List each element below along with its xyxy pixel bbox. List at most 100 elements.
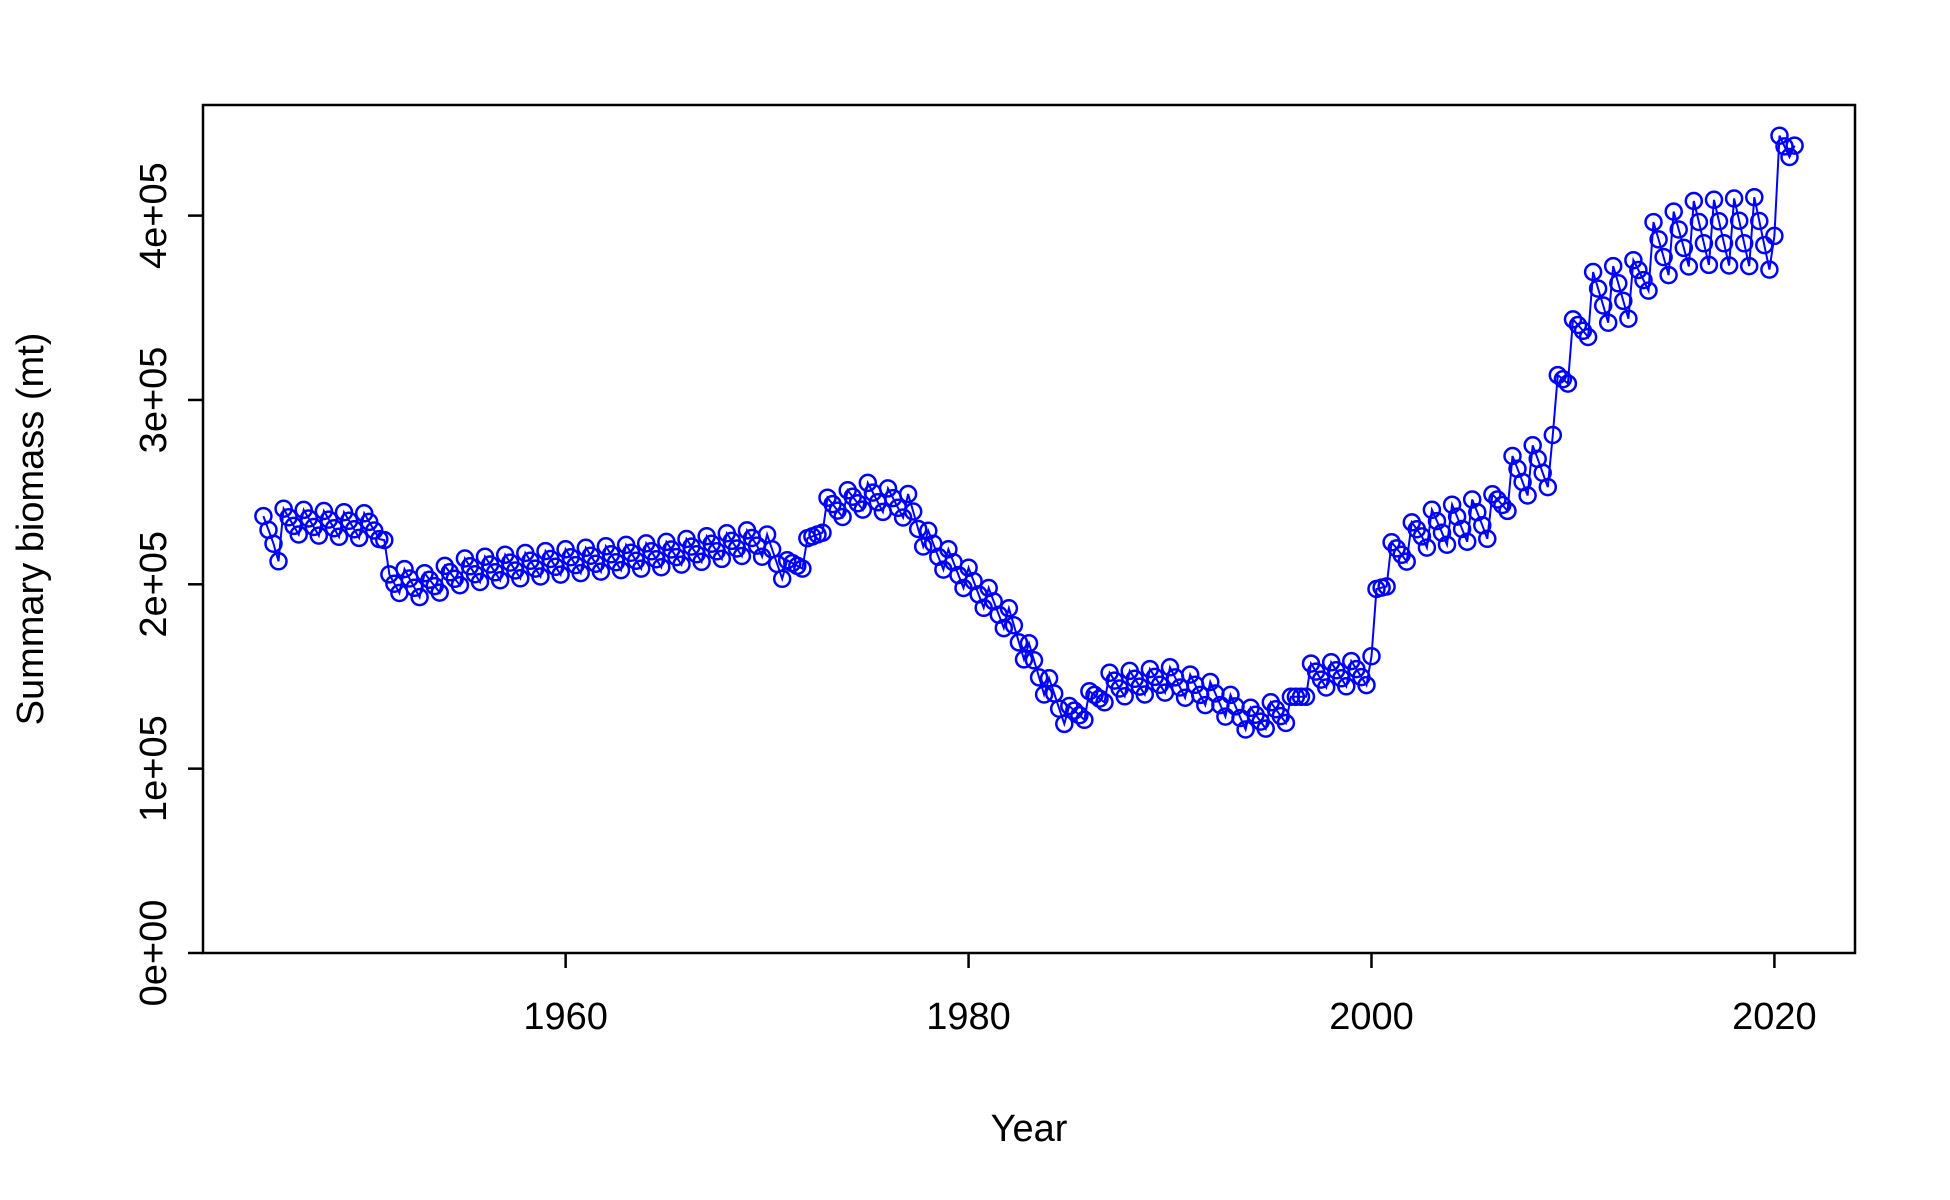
y-tick-label: 2e+05 <box>133 531 175 638</box>
data-point <box>591 562 611 581</box>
data-point <box>1019 634 1039 653</box>
y-tick-label: 0e+00 <box>133 900 175 1007</box>
data-point <box>1649 230 1668 249</box>
y-tick-label: 3e+05 <box>133 347 175 454</box>
data-point <box>631 559 651 578</box>
data-point <box>1357 675 1376 695</box>
data-point <box>1624 250 1643 270</box>
data-point <box>1432 523 1452 542</box>
data-point <box>1583 262 1603 282</box>
data-point <box>1619 309 1638 328</box>
data-point <box>1639 281 1658 300</box>
data-point <box>1699 255 1719 275</box>
y-axis-label: Summary biomass (mt) <box>10 333 52 726</box>
data-point <box>1457 532 1477 551</box>
data-point <box>1442 495 1462 514</box>
data-point <box>813 523 832 542</box>
data-point <box>1593 296 1613 315</box>
data-point <box>1553 369 1573 389</box>
x-tick-label: 1980 <box>926 996 1011 1038</box>
data-point <box>878 479 898 498</box>
data-point <box>1004 616 1024 635</box>
data-point <box>375 530 394 550</box>
data-point <box>410 587 429 607</box>
data-point <box>1412 527 1432 546</box>
data-point <box>1483 485 1502 504</box>
data-point <box>1377 577 1396 596</box>
data-point <box>1201 672 1220 692</box>
data-point <box>1397 552 1416 571</box>
plot-frame <box>201 103 1857 955</box>
x-axis: 1960 1980 2000 2020 <box>523 953 1817 1038</box>
data-point <box>853 500 873 519</box>
data-point <box>1765 226 1784 246</box>
data-point <box>1095 693 1114 712</box>
data-point <box>1417 538 1437 557</box>
data-point <box>1654 247 1673 267</box>
data-point <box>450 575 470 595</box>
data-point <box>712 549 732 569</box>
data-point <box>1629 260 1648 280</box>
data-point <box>1437 535 1457 554</box>
data-point <box>1724 189 1744 208</box>
data-point <box>309 526 329 545</box>
data-point <box>1014 650 1034 669</box>
x-tick-label: 1960 <box>523 996 608 1038</box>
data-point <box>1034 685 1054 704</box>
data-point <box>551 565 570 584</box>
data-point <box>289 525 308 544</box>
data-point <box>490 570 510 590</box>
data-point <box>1734 234 1754 253</box>
data-point <box>1337 677 1356 696</box>
y-tick-label: 1e+05 <box>133 715 175 822</box>
data-point <box>1739 256 1759 276</box>
data-point <box>1236 720 1255 739</box>
data-point <box>908 519 928 539</box>
data-point <box>531 567 550 586</box>
data-point <box>1065 701 1084 720</box>
data-point <box>1694 234 1714 253</box>
series-line <box>262 135 1796 733</box>
data-point <box>1644 212 1663 232</box>
y-tick-label: 4e+05 <box>133 162 175 269</box>
data-point <box>652 557 671 577</box>
data-point <box>1135 685 1155 704</box>
data-point <box>1447 507 1467 526</box>
data-point <box>1115 687 1134 706</box>
data-point <box>1498 501 1517 521</box>
data-point <box>898 484 918 504</box>
data-point <box>1603 256 1623 276</box>
data-point <box>1780 147 1799 167</box>
data-point <box>1488 490 1507 509</box>
data-point <box>1563 310 1583 329</box>
data-point <box>1538 477 1558 497</box>
data-point <box>1180 665 1200 684</box>
data-point <box>672 555 691 574</box>
data-point <box>1256 719 1275 738</box>
y-axis: 0e+00 1e+05 2e+05 3e+05 4e+05 <box>133 162 203 1006</box>
data-point <box>1493 495 1512 515</box>
data-point <box>571 563 590 583</box>
data-point <box>1669 220 1688 239</box>
x-axis-label: Year <box>991 1108 1068 1150</box>
data-point <box>858 473 878 493</box>
data-point <box>1221 685 1240 705</box>
data-point <box>1543 425 1563 445</box>
data-point <box>1060 696 1079 716</box>
data-point <box>1422 500 1442 520</box>
data-point <box>1770 126 1789 145</box>
data-point <box>1745 187 1764 207</box>
data-point <box>395 559 414 579</box>
data-point <box>1427 511 1447 531</box>
data-point <box>1160 658 1180 677</box>
data-point <box>833 507 852 527</box>
x-tick-label: 2020 <box>1732 996 1817 1038</box>
x-tick-label: 2000 <box>1329 996 1414 1038</box>
data-point <box>1090 689 1109 708</box>
data-point <box>994 618 1014 638</box>
data-point <box>611 560 631 580</box>
data-point <box>1775 137 1794 156</box>
data-point <box>1689 212 1709 232</box>
